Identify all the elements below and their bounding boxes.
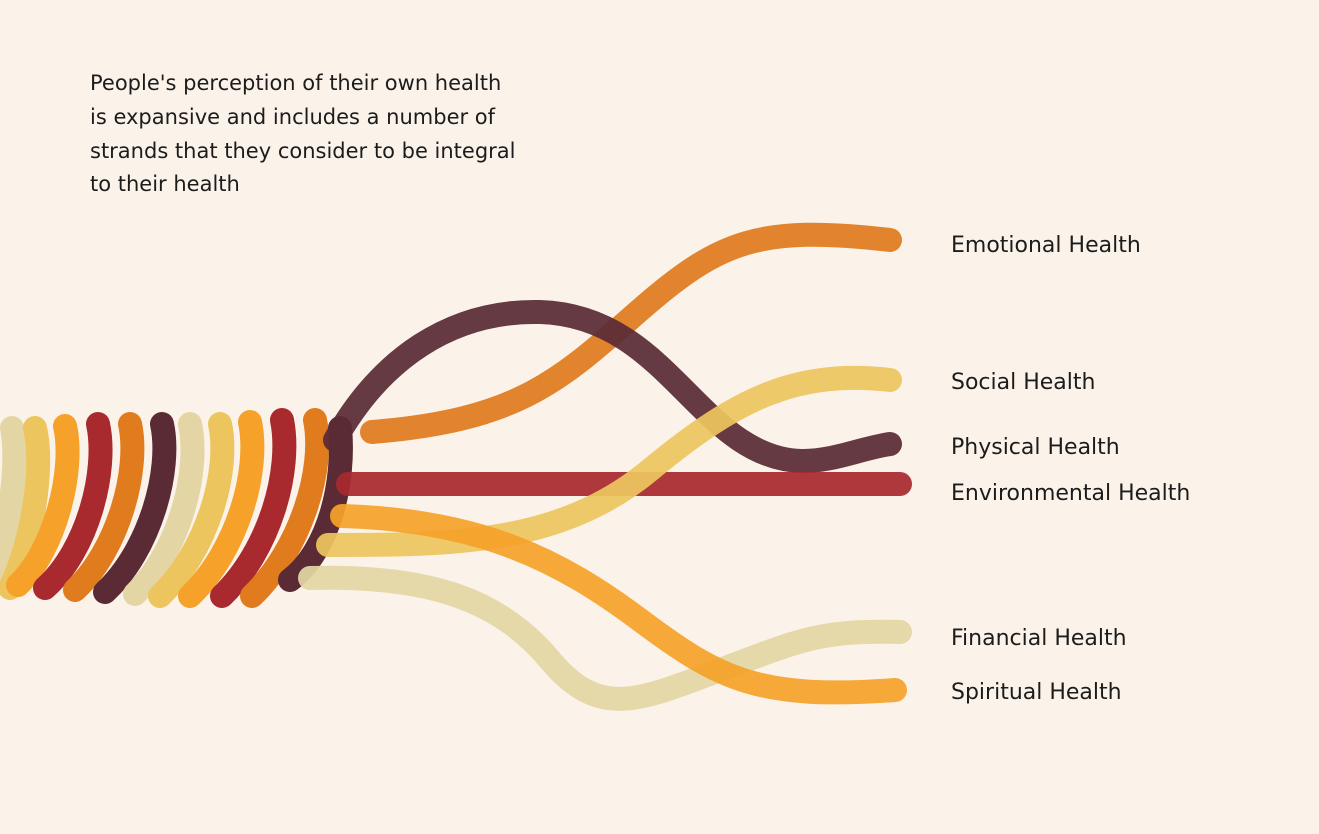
strand-label: Financial Health (951, 626, 1127, 651)
coil-strand (210, 408, 297, 608)
coil-strand (63, 412, 145, 602)
spiritual-strand (330, 504, 907, 705)
coil-strand (0, 416, 27, 595)
strands (298, 222, 912, 711)
coil-strand (6, 414, 80, 597)
intro-line: People's perception of their own health (90, 71, 501, 95)
coil-strand (93, 412, 177, 604)
financial-strand (298, 565, 912, 711)
strand-label: Emotional Health (951, 233, 1141, 258)
coil-strand (33, 412, 113, 600)
strand-label: Physical Health (951, 435, 1120, 460)
strand-label: Environmental Health (951, 481, 1190, 506)
strand-label: Spiritual Health (951, 680, 1122, 705)
intro-line: is expansive and includes a number of (90, 105, 496, 129)
coil-strand (123, 412, 205, 606)
coil-strand (178, 410, 265, 608)
intro-line: strands that they consider to be integra… (90, 139, 516, 163)
intro-line: to their health (90, 172, 240, 196)
strand-label: Social Health (951, 370, 1095, 395)
coil-strand (148, 412, 235, 608)
social-strand (316, 365, 902, 557)
coil-strand (240, 408, 330, 608)
physical-strand (323, 299, 902, 473)
emotional-strand (360, 222, 902, 444)
